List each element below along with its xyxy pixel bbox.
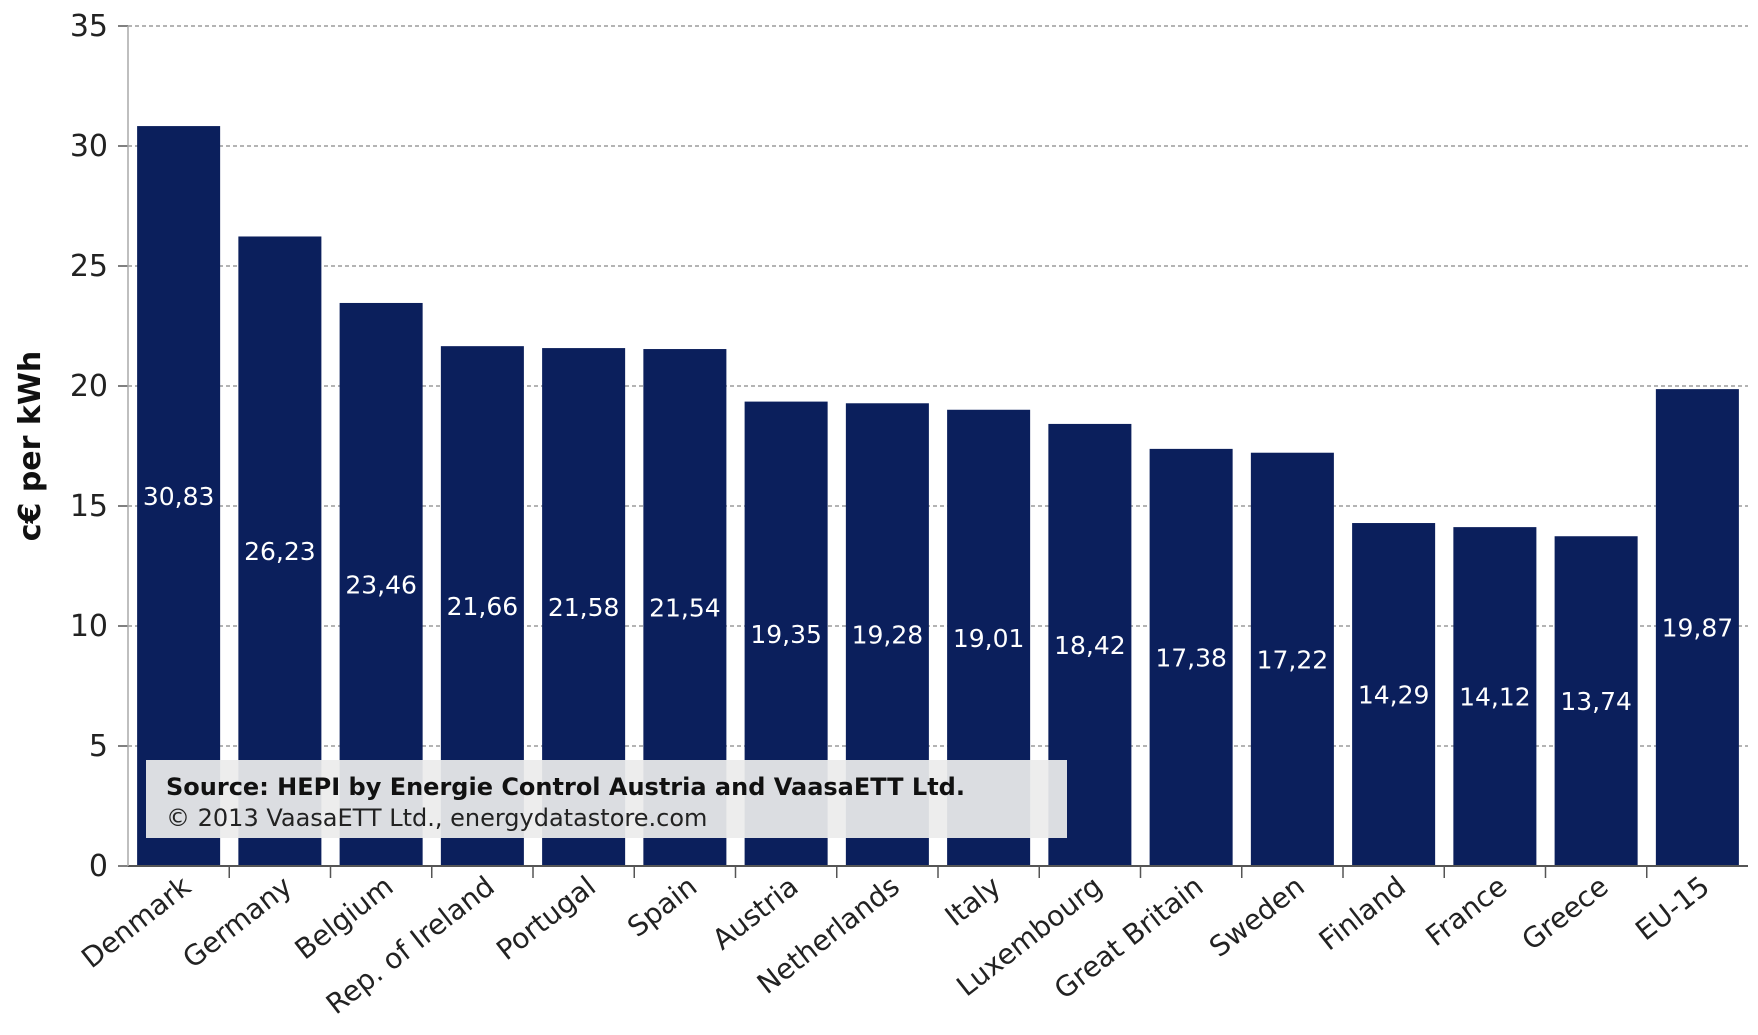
data-label: 21,66 xyxy=(447,592,519,621)
x-tick-label: Rep. of Ireland xyxy=(320,870,501,1021)
x-tick-label: France xyxy=(1419,870,1513,953)
x-tick-label: Portugal xyxy=(490,870,602,967)
bar xyxy=(137,126,221,866)
source-box xyxy=(146,760,1067,838)
x-tick-label: Finland xyxy=(1313,870,1412,958)
y-tick-label: 35 xyxy=(70,9,108,44)
data-label: 13,74 xyxy=(1560,687,1632,716)
data-label: 30,83 xyxy=(143,482,215,511)
data-label: 19,28 xyxy=(852,621,924,650)
axes xyxy=(118,25,1748,878)
data-label: 17,22 xyxy=(1257,645,1329,674)
data-label: 17,38 xyxy=(1155,643,1227,672)
y-tick-label: 25 xyxy=(70,249,108,284)
data-label: 26,23 xyxy=(244,537,316,566)
x-tick-label: Denmark xyxy=(75,869,197,975)
bar xyxy=(1352,523,1436,866)
bar xyxy=(1655,389,1739,866)
source-annotation: Source: HEPI by Energie Control Austria … xyxy=(146,760,1067,838)
y-tick-label: 5 xyxy=(89,729,108,764)
y-tick-label: 0 xyxy=(89,849,108,884)
bar xyxy=(1453,527,1537,866)
data-label: 14,12 xyxy=(1459,683,1531,712)
y-tick-label: 30 xyxy=(70,129,108,164)
y-tick-label: 15 xyxy=(70,489,108,524)
bar xyxy=(1554,536,1638,866)
bar xyxy=(1149,448,1233,866)
data-label: 21,58 xyxy=(548,593,620,622)
x-tick-label: Greece xyxy=(1516,870,1615,957)
data-label: 19,01 xyxy=(953,624,1025,653)
x-tick-label: Sweden xyxy=(1203,870,1311,964)
y-tick-label: 20 xyxy=(70,369,108,404)
data-label: 23,46 xyxy=(345,570,417,599)
x-tick-label: Germany xyxy=(176,870,298,975)
y-tick-label: 10 xyxy=(70,609,108,644)
data-label: 14,29 xyxy=(1358,681,1430,710)
source-line: Source: HEPI by Energie Control Austria … xyxy=(166,773,965,801)
x-tick-label: Italy xyxy=(939,870,1007,933)
data-label: 21,54 xyxy=(649,594,721,623)
data-label: 19,35 xyxy=(750,620,822,649)
y-tick-labels: 0 5 10 15 20 25 30 35 xyxy=(70,9,108,884)
data-label: 19,87 xyxy=(1662,614,1734,643)
y-axis-label: c€ per kWh xyxy=(13,351,48,542)
data-labels: 30,83 26,23 23,46 21,66 21,58 21,54 19,35 19,28… xyxy=(143,482,1733,716)
x-tick-label: EU-15 xyxy=(1629,870,1715,948)
bar xyxy=(1250,452,1334,866)
x-tick-label: Spain xyxy=(621,870,703,944)
data-label: 18,42 xyxy=(1054,631,1126,660)
copyright-line: © 2013 VaasaETT Ltd., energydatastore.co… xyxy=(166,804,707,832)
